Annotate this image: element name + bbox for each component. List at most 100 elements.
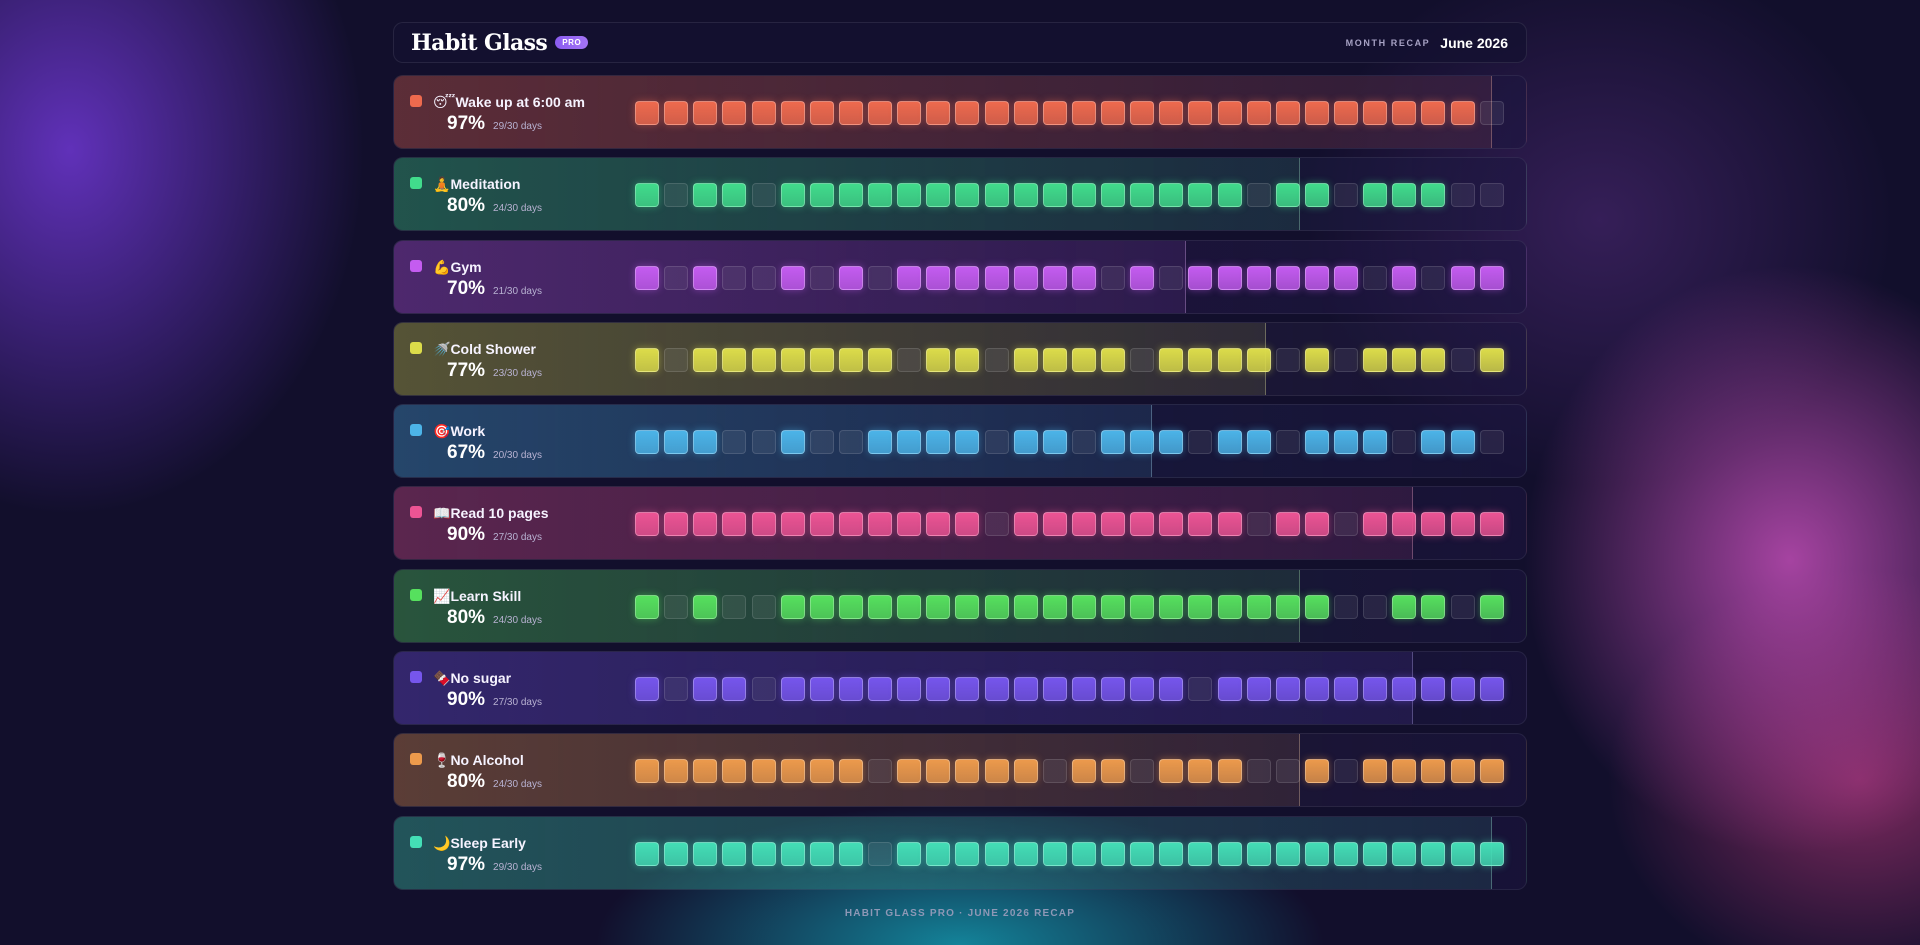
day-cell-22[interactable] [1246, 101, 1271, 125]
day-cell-7[interactable] [809, 841, 834, 866]
day-cell-4[interactable] [722, 265, 747, 290]
day-cell-21[interactable] [1217, 512, 1242, 537]
day-cell-17[interactable] [1101, 347, 1125, 372]
day-cell-24[interactable] [1304, 594, 1329, 619]
day-cell-8[interactable] [838, 677, 863, 702]
day-cell-22[interactable] [1246, 759, 1271, 784]
day-cell-9[interactable] [868, 430, 892, 455]
day-cell-8[interactable] [838, 759, 863, 784]
day-cell-19[interactable] [1159, 677, 1184, 702]
day-cell-27[interactable] [1392, 265, 1417, 290]
day-cell-12[interactable] [955, 347, 980, 372]
day-cell-10[interactable] [897, 101, 922, 125]
day-cell-2[interactable] [664, 759, 689, 784]
day-cell-1[interactable] [635, 594, 659, 619]
day-cell-23[interactable] [1275, 265, 1300, 290]
day-cell-23[interactable] [1275, 183, 1300, 208]
day-cell-19[interactable] [1159, 183, 1184, 208]
day-cell-18[interactable] [1130, 101, 1155, 125]
day-cell-24[interactable] [1304, 430, 1329, 455]
day-cell-23[interactable] [1275, 430, 1300, 455]
day-cell-23[interactable] [1275, 347, 1300, 372]
day-cell-11[interactable] [926, 183, 951, 208]
day-cell-17[interactable] [1101, 759, 1125, 784]
day-cell-26[interactable] [1363, 594, 1388, 619]
day-cell-14[interactable] [1013, 841, 1038, 866]
day-cell-27[interactable] [1392, 512, 1417, 537]
day-cell-2[interactable] [664, 265, 689, 290]
day-cell-29[interactable] [1450, 594, 1475, 619]
day-cell-30[interactable] [1479, 347, 1504, 372]
day-cell-4[interactable] [722, 430, 747, 455]
day-cell-23[interactable] [1275, 594, 1300, 619]
day-cell-2[interactable] [664, 430, 689, 455]
day-cell-1[interactable] [635, 841, 659, 866]
day-cell-10[interactable] [897, 347, 922, 372]
day-cell-19[interactable] [1159, 430, 1184, 455]
day-cell-4[interactable] [722, 183, 747, 208]
day-cell-16[interactable] [1071, 512, 1096, 537]
day-cell-24[interactable] [1304, 759, 1329, 784]
day-cell-27[interactable] [1392, 101, 1417, 125]
day-cell-5[interactable] [751, 101, 776, 125]
day-cell-2[interactable] [664, 101, 689, 125]
day-cell-19[interactable] [1159, 512, 1184, 537]
day-cell-24[interactable] [1304, 677, 1329, 702]
day-cell-25[interactable] [1334, 430, 1358, 455]
day-cell-1[interactable] [635, 430, 659, 455]
day-cell-14[interactable] [1013, 183, 1038, 208]
day-cell-15[interactable] [1042, 841, 1067, 866]
day-cell-4[interactable] [722, 677, 747, 702]
day-cell-29[interactable] [1450, 841, 1475, 866]
day-cell-5[interactable] [751, 677, 776, 702]
day-cell-8[interactable] [838, 430, 863, 455]
day-cell-28[interactable] [1421, 265, 1446, 290]
day-cell-16[interactable] [1071, 183, 1096, 208]
day-cell-3[interactable] [693, 594, 718, 619]
day-cell-18[interactable] [1130, 265, 1155, 290]
day-cell-7[interactable] [809, 594, 834, 619]
day-cell-1[interactable] [635, 347, 659, 372]
day-cell-20[interactable] [1188, 183, 1213, 208]
day-cell-13[interactable] [984, 512, 1009, 537]
day-cell-6[interactable] [780, 512, 805, 537]
day-cell-29[interactable] [1450, 759, 1475, 784]
day-cell-9[interactable] [868, 265, 892, 290]
day-cell-6[interactable] [780, 347, 805, 372]
day-cell-1[interactable] [635, 183, 659, 208]
day-cell-18[interactable] [1130, 512, 1155, 537]
day-cell-21[interactable] [1217, 759, 1242, 784]
day-cell-3[interactable] [693, 677, 718, 702]
day-cell-10[interactable] [897, 759, 922, 784]
day-cell-6[interactable] [780, 101, 805, 125]
day-cell-2[interactable] [664, 512, 689, 537]
day-cell-26[interactable] [1363, 347, 1388, 372]
day-cell-4[interactable] [722, 347, 747, 372]
day-cell-10[interactable] [897, 677, 922, 702]
day-cell-24[interactable] [1304, 265, 1329, 290]
day-cell-9[interactable] [868, 101, 892, 125]
day-cell-28[interactable] [1421, 430, 1446, 455]
day-cell-12[interactable] [955, 101, 980, 125]
day-cell-8[interactable] [838, 594, 863, 619]
day-cell-16[interactable] [1071, 265, 1096, 290]
day-cell-20[interactable] [1188, 677, 1213, 702]
day-cell-2[interactable] [664, 594, 689, 619]
day-cell-15[interactable] [1042, 101, 1067, 125]
day-cell-16[interactable] [1071, 594, 1096, 619]
day-cell-20[interactable] [1188, 841, 1213, 866]
day-cell-1[interactable] [635, 265, 659, 290]
day-cell-19[interactable] [1159, 265, 1184, 290]
day-cell-11[interactable] [926, 841, 951, 866]
day-cell-10[interactable] [897, 512, 922, 537]
day-cell-30[interactable] [1479, 841, 1504, 866]
day-cell-21[interactable] [1217, 430, 1242, 455]
day-cell-5[interactable] [751, 594, 776, 619]
day-cell-29[interactable] [1450, 512, 1475, 537]
day-cell-2[interactable] [664, 841, 689, 866]
day-cell-14[interactable] [1013, 101, 1038, 125]
day-cell-25[interactable] [1334, 347, 1358, 372]
day-cell-6[interactable] [780, 759, 805, 784]
day-cell-25[interactable] [1334, 265, 1358, 290]
day-cell-1[interactable] [635, 759, 659, 784]
